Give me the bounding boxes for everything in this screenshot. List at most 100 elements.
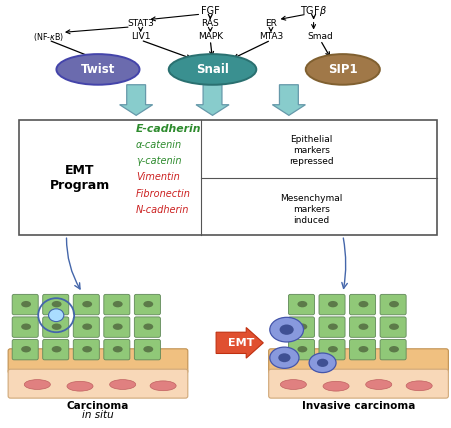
- FancyBboxPatch shape: [104, 317, 129, 337]
- FancyBboxPatch shape: [73, 294, 99, 315]
- FancyBboxPatch shape: [134, 317, 160, 337]
- Ellipse shape: [327, 324, 337, 330]
- Ellipse shape: [279, 324, 293, 335]
- Text: RAS: RAS: [201, 19, 219, 28]
- Ellipse shape: [113, 324, 122, 330]
- Ellipse shape: [24, 380, 50, 389]
- FancyBboxPatch shape: [43, 339, 69, 360]
- Ellipse shape: [365, 380, 391, 389]
- FancyArrow shape: [120, 85, 152, 116]
- FancyArrow shape: [272, 85, 305, 116]
- Text: α-catenin: α-catenin: [136, 140, 182, 150]
- Ellipse shape: [150, 381, 176, 391]
- Ellipse shape: [82, 301, 92, 307]
- FancyBboxPatch shape: [318, 294, 344, 315]
- Ellipse shape: [51, 346, 61, 352]
- Text: Snail: Snail: [196, 63, 229, 76]
- Ellipse shape: [82, 346, 92, 352]
- Ellipse shape: [21, 324, 31, 330]
- Ellipse shape: [269, 317, 303, 342]
- Text: in situ: in situ: [82, 410, 114, 420]
- Text: E-cadherin: E-cadherin: [136, 124, 201, 134]
- Text: Smad: Smad: [307, 32, 332, 41]
- Ellipse shape: [51, 301, 61, 307]
- Ellipse shape: [143, 324, 153, 330]
- FancyBboxPatch shape: [104, 294, 129, 315]
- FancyBboxPatch shape: [19, 120, 436, 235]
- Text: Mesenchymal
markers
induced: Mesenchymal markers induced: [280, 194, 342, 226]
- Ellipse shape: [405, 381, 431, 391]
- Text: EMT
Program: EMT Program: [50, 164, 110, 192]
- FancyBboxPatch shape: [43, 294, 69, 315]
- Ellipse shape: [297, 301, 307, 307]
- Ellipse shape: [388, 346, 398, 352]
- Ellipse shape: [113, 301, 122, 307]
- Text: STAT3: STAT3: [127, 19, 154, 28]
- Text: Invasive carcinoma: Invasive carcinoma: [301, 401, 414, 411]
- Text: MTA3: MTA3: [258, 32, 282, 41]
- Ellipse shape: [358, 324, 368, 330]
- FancyBboxPatch shape: [43, 317, 69, 337]
- FancyBboxPatch shape: [134, 339, 160, 360]
- Ellipse shape: [143, 346, 153, 352]
- FancyBboxPatch shape: [349, 317, 375, 337]
- FancyBboxPatch shape: [288, 317, 314, 337]
- Ellipse shape: [21, 301, 31, 307]
- Ellipse shape: [56, 54, 139, 85]
- FancyBboxPatch shape: [288, 294, 314, 315]
- FancyBboxPatch shape: [268, 349, 447, 374]
- FancyBboxPatch shape: [318, 339, 344, 360]
- FancyBboxPatch shape: [349, 294, 375, 315]
- Ellipse shape: [110, 380, 135, 389]
- FancyBboxPatch shape: [73, 317, 99, 337]
- FancyBboxPatch shape: [349, 339, 375, 360]
- Text: TGF$\beta$: TGF$\beta$: [299, 4, 327, 18]
- FancyBboxPatch shape: [12, 317, 38, 337]
- FancyBboxPatch shape: [379, 317, 405, 337]
- Ellipse shape: [358, 346, 368, 352]
- FancyArrow shape: [216, 327, 262, 358]
- Ellipse shape: [297, 324, 307, 330]
- FancyBboxPatch shape: [379, 339, 405, 360]
- Ellipse shape: [388, 324, 398, 330]
- Text: Vimentin: Vimentin: [136, 172, 179, 182]
- FancyBboxPatch shape: [288, 339, 314, 360]
- FancyBboxPatch shape: [318, 317, 344, 337]
- FancyBboxPatch shape: [8, 369, 188, 398]
- Ellipse shape: [308, 353, 335, 373]
- Ellipse shape: [113, 346, 122, 352]
- Text: Epithelial
markers
repressed: Epithelial markers repressed: [288, 135, 333, 166]
- FancyBboxPatch shape: [73, 339, 99, 360]
- Ellipse shape: [278, 353, 290, 362]
- Text: LIV1: LIV1: [131, 32, 150, 41]
- Text: γ-catenin: γ-catenin: [136, 156, 181, 166]
- Ellipse shape: [322, 381, 348, 391]
- Ellipse shape: [67, 381, 93, 391]
- Ellipse shape: [305, 54, 379, 85]
- Ellipse shape: [48, 309, 64, 321]
- FancyBboxPatch shape: [134, 294, 160, 315]
- Ellipse shape: [269, 347, 299, 369]
- FancyBboxPatch shape: [379, 294, 405, 315]
- Ellipse shape: [388, 301, 398, 307]
- Text: FGF: FGF: [200, 6, 219, 16]
- Ellipse shape: [51, 324, 61, 330]
- FancyBboxPatch shape: [12, 294, 38, 315]
- FancyBboxPatch shape: [268, 369, 447, 398]
- Ellipse shape: [327, 301, 337, 307]
- Ellipse shape: [143, 301, 153, 307]
- Ellipse shape: [316, 359, 327, 367]
- Text: Carcinoma: Carcinoma: [67, 401, 129, 411]
- Text: Twist: Twist: [81, 63, 115, 76]
- Ellipse shape: [327, 346, 337, 352]
- Text: Fibronectin: Fibronectin: [136, 189, 191, 199]
- Text: (NF-$\kappa$B): (NF-$\kappa$B): [33, 31, 64, 43]
- Text: MAPK: MAPK: [197, 32, 222, 41]
- Text: SIP1: SIP1: [327, 63, 357, 76]
- Ellipse shape: [82, 324, 92, 330]
- Text: N-cadherin: N-cadherin: [136, 205, 189, 215]
- Ellipse shape: [358, 301, 368, 307]
- FancyBboxPatch shape: [8, 349, 188, 374]
- Ellipse shape: [280, 380, 306, 389]
- Ellipse shape: [168, 54, 256, 85]
